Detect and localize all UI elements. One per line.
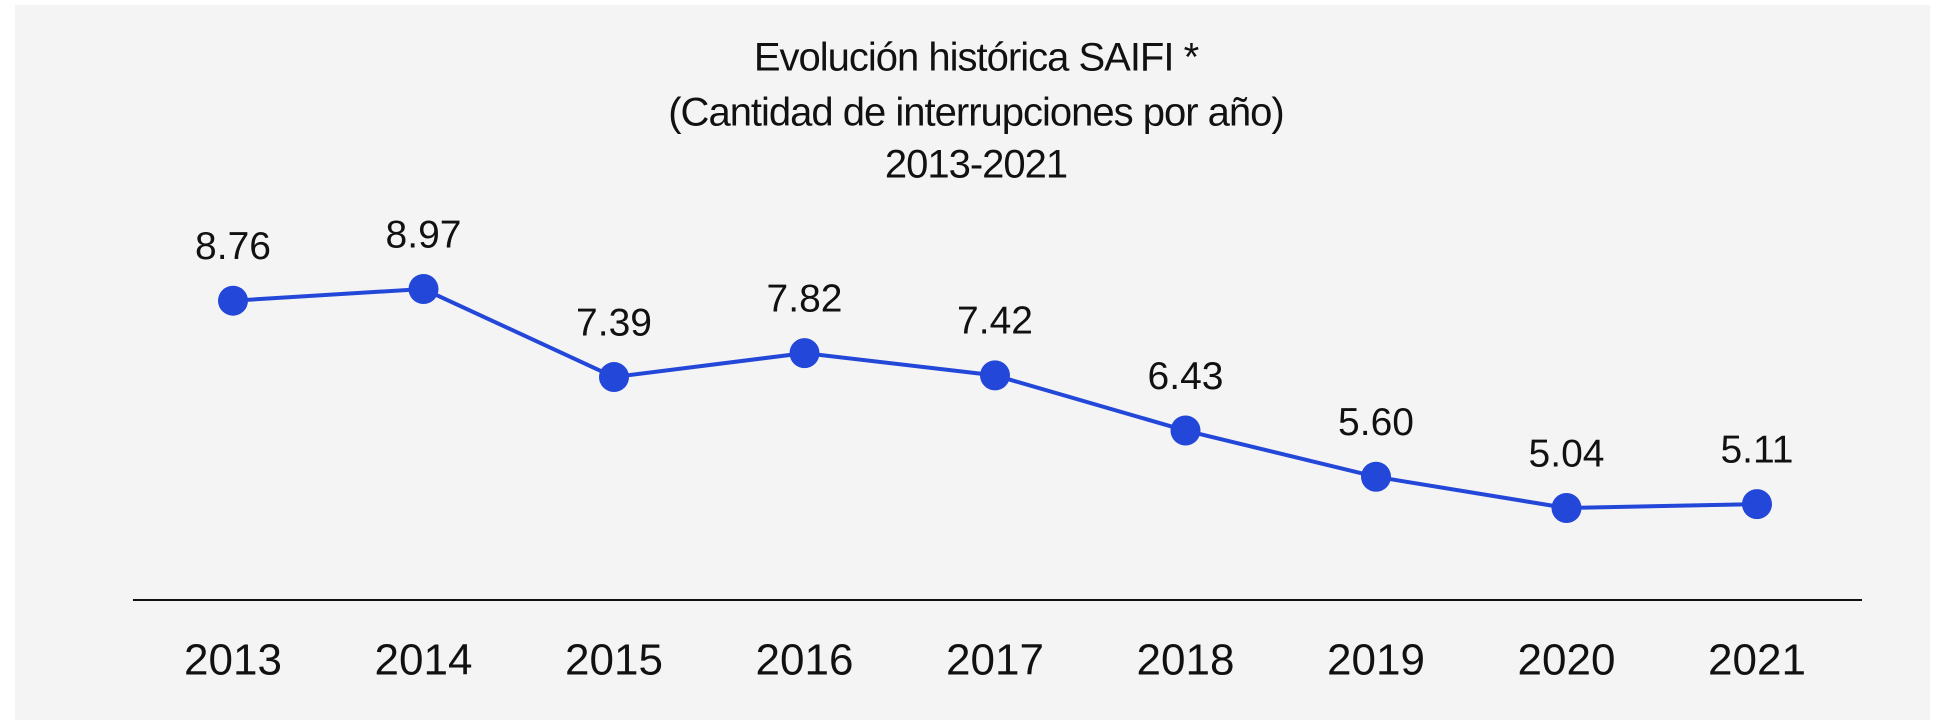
x-tick-label: 2016 xyxy=(756,636,854,685)
point xyxy=(218,285,248,316)
point xyxy=(408,274,439,304)
point xyxy=(599,362,629,393)
value-label: 7.39 xyxy=(576,301,652,344)
value-label: 7.82 xyxy=(767,277,843,320)
x-tick-label: 2014 xyxy=(375,636,473,685)
x-tick-label: 2021 xyxy=(1708,636,1806,685)
point xyxy=(1551,493,1582,523)
point xyxy=(1170,415,1201,446)
chart-title: Evolución histórica SAIFI * xyxy=(754,36,1199,80)
value-label: 5.60 xyxy=(1338,401,1414,444)
x-tick-label: 2020 xyxy=(1518,636,1616,685)
point xyxy=(789,338,820,369)
value-label: 8.97 xyxy=(386,213,462,256)
x-tick-label: 2013 xyxy=(184,636,282,685)
value-label: 6.43 xyxy=(1148,355,1224,398)
chart-title: (Cantidad de interrupciones por año) xyxy=(668,91,1284,135)
point xyxy=(1361,461,1391,492)
point xyxy=(1742,489,1772,520)
x-tick-label: 2015 xyxy=(565,636,663,685)
chart-title: 2013-2021 xyxy=(885,143,1067,187)
value-label: 5.11 xyxy=(1720,428,1793,471)
x-tick-label: 2018 xyxy=(1137,636,1235,685)
point xyxy=(980,360,1010,391)
x-tick-label: 2019 xyxy=(1327,636,1425,685)
value-label: 7.42 xyxy=(957,300,1033,343)
x-tick-label: 2017 xyxy=(946,636,1044,685)
value-label: 5.04 xyxy=(1529,432,1605,475)
value-label: 8.76 xyxy=(195,225,271,268)
